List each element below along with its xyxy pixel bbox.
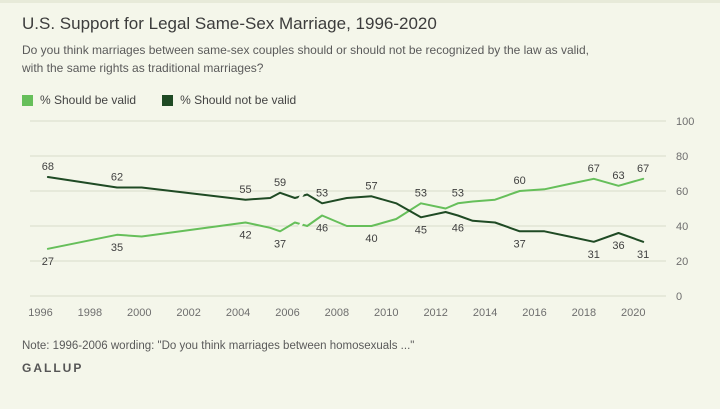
line-should-be-valid	[46, 177, 645, 250]
data-label-should-not-be-valid-2007.4: 53	[316, 187, 328, 199]
legend-item-should-not-be-valid: % Should not be valid	[162, 93, 296, 107]
chart-footer: Note: 1996-2006 wording: "Do you think m…	[0, 340, 720, 375]
legend-label-should-not-be-valid: % Should not be valid	[180, 93, 297, 107]
x-axis-label-2006: 2006	[275, 307, 299, 319]
data-label-should-not-be-valid-2012.9: 46	[452, 223, 464, 235]
x-axis-label-2014: 2014	[473, 307, 497, 319]
legend-item-should-be-valid: % Should be valid	[22, 93, 136, 107]
data-label-should-not-be-valid-2019.4: 36	[612, 240, 624, 252]
data-label-should-not-be-valid-2018.4: 31	[588, 249, 600, 261]
data-label-should-be-valid-2007.4: 46	[316, 223, 328, 235]
data-label-should-not-be-valid-2011.4: 45	[415, 224, 427, 236]
data-label-should-not-be-valid-2020.4: 31	[637, 249, 649, 261]
data-label-should-be-valid-1996.3: 27	[42, 256, 54, 268]
x-axis-label-2008: 2008	[325, 307, 349, 319]
x-axis-label-2016: 2016	[522, 307, 546, 319]
data-label-should-not-be-valid-1999.1: 62	[111, 172, 123, 184]
data-label-should-not-be-valid-1996.3: 68	[42, 161, 54, 173]
chart-header: U.S. Support for Legal Same-Sex Marriage…	[0, 3, 720, 77]
data-label-should-be-valid-2018.4: 67	[588, 163, 600, 175]
x-axis-label-2002: 2002	[176, 307, 200, 319]
chart-legend: % Should be valid % Should not be valid	[22, 93, 720, 107]
legend-swatch-valid-icon	[22, 94, 33, 106]
x-axis-label-2018: 2018	[572, 307, 596, 319]
y-axis-label-60: 60	[676, 186, 688, 198]
y-axis-label-80: 80	[676, 151, 688, 163]
data-label-should-be-valid-2012.9: 53	[452, 187, 464, 199]
data-label-should-not-be-valid-2005.7: 59	[274, 177, 286, 189]
x-axis-label-2020: 2020	[621, 307, 645, 319]
y-axis-label-20: 20	[676, 256, 688, 268]
data-label-should-be-valid-2009.4: 40	[365, 233, 377, 245]
chart-subtitle: Do you think marriages between same-sex …	[22, 43, 589, 75]
data-label-should-be-valid-2005.7: 37	[274, 238, 286, 250]
y-axis-label-40: 40	[676, 221, 688, 233]
line-should-not-be-valid	[46, 176, 645, 243]
legend-label-should-be-valid: % Should be valid	[40, 93, 137, 107]
y-axis-label-100: 100	[676, 116, 694, 128]
x-axis-label-2012: 2012	[423, 307, 447, 319]
y-axis-label-0: 0	[676, 291, 682, 303]
data-label-should-be-valid-2020.4: 67	[637, 163, 649, 175]
data-label-should-not-be-valid-2015.4: 37	[514, 238, 526, 250]
data-label-should-not-be-valid-2004.3: 55	[239, 184, 251, 196]
wording-break-mark	[296, 218, 306, 231]
trend-line-chart: 0 20 40 60 80 100 1996 1998 2000 2002 2004 2006 2008…	[28, 116, 694, 319]
data-label-should-not-be-valid-2009.4: 57	[365, 180, 377, 192]
gallup-logo: GALLUP	[22, 361, 84, 375]
x-axis-label-1996: 1996	[28, 307, 52, 319]
wording-break-mark	[296, 190, 306, 203]
data-label-should-be-valid-2004.3: 42	[239, 230, 251, 242]
data-label-should-be-valid-2019.4: 63	[612, 170, 624, 182]
data-label-should-be-valid-2011.4: 53	[415, 187, 427, 199]
data-label-should-be-valid-1999.1: 35	[111, 242, 123, 254]
x-axis-label-2000: 2000	[127, 307, 151, 319]
data-label-should-be-valid-2015.4: 60	[514, 175, 526, 187]
top-divider	[0, 0, 720, 3]
page-title: U.S. Support for Legal Same-Sex Marriage…	[22, 14, 437, 33]
wording-note: Note: 1996-2006 wording: "Do you think m…	[22, 340, 415, 352]
x-axis-label-1998: 1998	[78, 307, 102, 319]
x-axis-label-2010: 2010	[374, 307, 398, 319]
x-axis-label-2004: 2004	[226, 307, 250, 319]
legend-swatch-not-valid-icon	[162, 94, 174, 106]
